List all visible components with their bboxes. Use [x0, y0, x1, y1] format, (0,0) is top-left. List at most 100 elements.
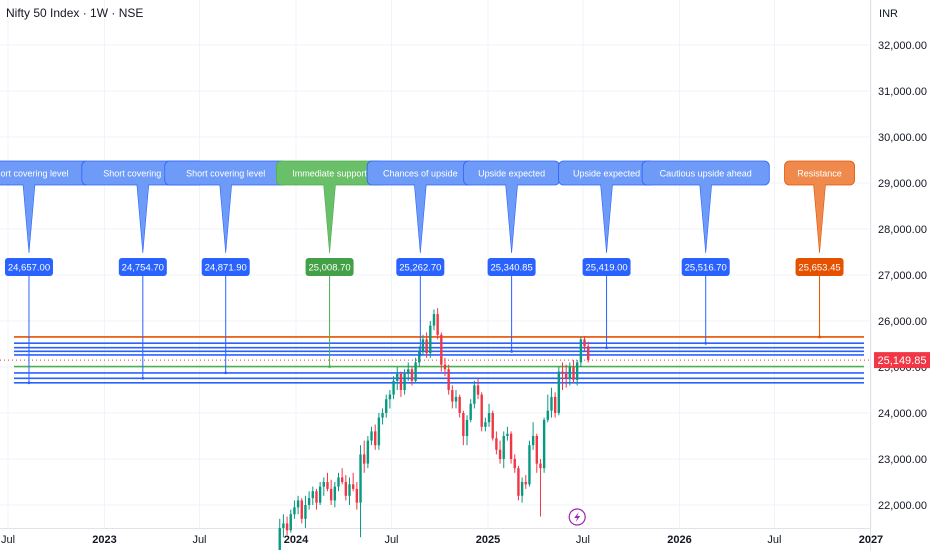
candle-body: [561, 371, 564, 374]
candle-body: [300, 500, 303, 519]
level-price-label: 25,419.00: [585, 263, 627, 274]
callout-pointer: [219, 183, 233, 254]
candle-body: [484, 422, 487, 427]
candle-body: [425, 339, 428, 354]
callout-pointer: [22, 183, 36, 254]
level-price-badge[interactable]: [487, 258, 536, 276]
candle-body: [447, 369, 450, 390]
callout-pointer: [414, 183, 427, 254]
candle-body: [278, 528, 281, 550]
candle-body: [498, 449, 502, 459]
candle-body: [575, 362, 579, 380]
candle-body: [348, 484, 351, 496]
candle-body: [524, 482, 527, 485]
candle-body: [329, 488, 333, 501]
callout-label: Upside expected: [573, 169, 640, 179]
candle-body: [351, 484, 355, 489]
callout-pointer: [813, 183, 826, 254]
x-tick-label: 2027: [859, 534, 883, 546]
lightning-glyph: [574, 512, 581, 522]
candle-body: [344, 482, 348, 496]
candle-body: [443, 364, 447, 370]
level-price-label: 24,657.00: [8, 263, 50, 274]
candle-body: [539, 463, 542, 469]
x-tick-label: Jul: [384, 534, 398, 546]
candle-body: [340, 477, 344, 482]
y-tick-label: 31,000.00: [878, 86, 927, 98]
candle-body: [564, 373, 568, 379]
callout-pointer-join: [506, 183, 518, 186]
candle-body: [421, 339, 425, 351]
candle-body: [491, 413, 494, 439]
candle-body: [520, 482, 524, 496]
y-tick-label: 27,000.00: [878, 270, 927, 282]
x-tick-label: 2024: [284, 534, 309, 546]
candle-body: [366, 440, 370, 464]
candle-body: [359, 454, 362, 503]
candle-body: [370, 431, 373, 441]
y-tick-label: 22,000.00: [878, 500, 927, 512]
callout-pointer: [136, 183, 150, 254]
level-price-badge[interactable]: [201, 258, 250, 276]
candle-body: [311, 491, 314, 499]
candle-body: [586, 346, 590, 361]
level-price-badge[interactable]: [582, 258, 631, 276]
callout-anchor-dot: [141, 376, 145, 380]
y-tick-label: 26,000.00: [878, 316, 927, 328]
level-price-badge[interactable]: [4, 258, 53, 276]
candle-body: [572, 367, 575, 380]
level-price-label: 24,871.90: [205, 263, 247, 274]
candle-body: [333, 486, 337, 501]
candle-body: [535, 436, 538, 464]
candle-body: [487, 413, 491, 423]
callout-pointer: [505, 183, 518, 254]
callout-pointer-join: [814, 183, 826, 186]
candle-body: [326, 482, 329, 489]
candle-body: [579, 339, 583, 363]
callout-anchor-dot: [224, 371, 228, 375]
callout-label: Upside expected: [478, 169, 545, 179]
x-tick-label: 2023: [92, 534, 116, 546]
candle-body: [362, 454, 366, 464]
candle-body: [528, 445, 531, 485]
candle-body: [355, 488, 359, 503]
candle-body: [285, 523, 289, 531]
candle-body: [396, 373, 399, 381]
callout-anchor-dot: [510, 349, 514, 353]
callout-anchor-dot: [818, 335, 821, 339]
last-price-label: 25,149.85: [878, 355, 927, 367]
callout-pointer: [323, 183, 336, 254]
candle-body: [374, 431, 377, 446]
candle-body: [502, 436, 505, 459]
callout-anchor-dot: [605, 346, 608, 350]
y-tick-label: 24,000.00: [878, 408, 927, 420]
level-price-badge[interactable]: [396, 258, 445, 276]
candle-body: [458, 396, 461, 413]
callout-label: Chances of upside: [383, 169, 458, 179]
candle-body: [381, 413, 384, 418]
callout-pointer-join: [23, 183, 35, 186]
candle-body: [469, 403, 472, 420]
callout-anchor-dot: [27, 381, 31, 385]
candle-body: [296, 500, 300, 508]
level-price-badge[interactable]: [681, 258, 730, 276]
level-price-badge[interactable]: [118, 258, 167, 276]
candle-body: [436, 314, 439, 335]
candle-body: [553, 396, 557, 413]
candle-body: [550, 396, 553, 411]
candle-body: [517, 468, 520, 496]
candle-body: [473, 385, 476, 404]
candle-body: [557, 371, 561, 413]
y-tick-label: 23,000.00: [878, 454, 927, 466]
callout-label: Cautious upside ahead: [660, 169, 752, 179]
candle-body: [388, 394, 392, 400]
candle-body: [465, 419, 469, 436]
level-price-label: 24,754.70: [122, 263, 164, 274]
candle-body: [337, 477, 340, 487]
x-tick-label: 2025: [476, 534, 500, 546]
level-price-badge[interactable]: [305, 258, 354, 276]
candle-body: [377, 417, 381, 446]
level-price-badge[interactable]: [795, 258, 844, 276]
x-tick-label: Jul: [576, 534, 590, 546]
